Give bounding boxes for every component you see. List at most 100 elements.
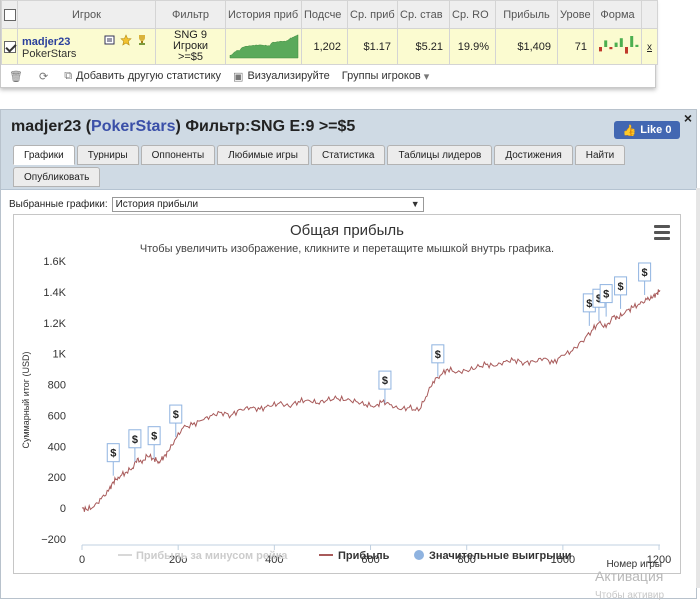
thumbs-up-icon: 👍: [622, 124, 637, 137]
remove-cell: x: [641, 28, 658, 65]
chevron-down-icon: ▼: [410, 199, 420, 209]
table-header-row: Игрок Фильтр История приб Подсче Ср. при…: [1, 0, 658, 29]
notes-icon[interactable]: [104, 34, 116, 46]
tab-tournaments[interactable]: Турниры: [76, 145, 139, 165]
trash-icon: 🗑: [9, 70, 23, 83]
header-avg-profit[interactable]: Ср. приб: [347, 0, 398, 29]
facebook-like-button[interactable]: 👍 Like 0: [614, 121, 680, 139]
avg-stake-cell: $5.21: [397, 28, 450, 65]
svg-text:$: $: [603, 289, 609, 301]
y-tick-label: 600: [48, 410, 66, 422]
trophy-icon: [139, 35, 146, 46]
count-cell: 1,202: [301, 28, 348, 65]
svg-text:$: $: [642, 267, 648, 279]
significant-win-marker: $: [431, 344, 445, 377]
chart-select[interactable]: История прибыли ▼: [111, 197, 424, 212]
row-checkbox[interactable]: [3, 40, 16, 53]
header-avg-roi[interactable]: Ср. RO: [449, 0, 496, 29]
header-form[interactable]: Форма: [593, 0, 642, 29]
chart-select-value: История прибыли: [115, 199, 199, 210]
header-level[interactable]: Урове: [557, 0, 594, 29]
svg-text:$: $: [618, 281, 624, 293]
form-cell: [593, 28, 642, 65]
sparkline-chart[interactable]: [228, 30, 300, 60]
y-tick-label: −200: [41, 534, 66, 546]
significant-win-marker: $: [169, 404, 183, 438]
legend-profit-label: Прибыль: [338, 550, 390, 562]
table-row: madjer23 PokerStars SNG 9 Игроки >=$5: [1, 28, 658, 65]
legend-wins-dot: [414, 550, 424, 560]
tab-achievements[interactable]: Достижения: [494, 145, 573, 165]
significant-win-marker: $: [638, 262, 652, 295]
trash-button[interactable]: 🗑: [9, 70, 27, 83]
profit-history-sparkline[interactable]: [225, 28, 302, 65]
header-remove: [641, 0, 658, 29]
form-bar: [608, 47, 612, 50]
header-profit-history[interactable]: История приб: [225, 0, 302, 29]
header-profit[interactable]: Прибыль: [495, 0, 558, 29]
player-groups-dropdown[interactable]: Группы игроков ▾: [342, 70, 430, 83]
significant-win-marker: $: [106, 443, 120, 476]
star-icon[interactable]: [120, 34, 132, 46]
svg-text:$: $: [382, 375, 388, 387]
add-stats-button[interactable]: ⧉ Добавить другую статистику: [64, 70, 221, 83]
y-tick-label: 1.2K: [43, 318, 66, 330]
y-tick-label: 800: [48, 380, 66, 392]
header-player[interactable]: Игрок: [17, 0, 156, 29]
row-select[interactable]: [1, 28, 18, 65]
select-all-checkbox[interactable]: [4, 8, 16, 21]
significant-win-marker: $: [599, 284, 613, 317]
tab-charts[interactable]: Графики: [13, 145, 75, 165]
form-bar: [629, 36, 633, 47]
header-count[interactable]: Подсче: [301, 0, 348, 29]
tab-favorite-games[interactable]: Любимые игры: [217, 145, 309, 165]
y-tick-label: 1.6K: [43, 256, 66, 268]
tab-leaderboards[interactable]: Таблицы лидеров: [387, 145, 493, 165]
level-cell: 71: [557, 28, 594, 65]
x-tick-label: 800: [458, 554, 476, 566]
svg-text:$: $: [151, 431, 157, 443]
form-bar: [603, 40, 607, 47]
remove-row-link[interactable]: x: [647, 41, 652, 53]
tab-find[interactable]: Найти: [574, 145, 626, 165]
legend-rake-label: Прибыль за минусом рейка: [136, 550, 288, 562]
profile-filter: Фильтр:SNG E:9 >=$5: [185, 118, 356, 135]
svg-text:$: $: [110, 448, 116, 460]
y-tick-label: 400: [48, 441, 66, 453]
y-axis-label: Суммарный итог (USD): [21, 351, 31, 448]
form-chart: [598, 36, 638, 54]
close-icon[interactable]: ×: [683, 110, 692, 126]
scrollbar[interactable]: [696, 188, 700, 588]
profile-tabs: Графики Турниры Оппоненты Любимые игры Стати…: [13, 145, 693, 189]
x-tick-label: 400: [265, 554, 283, 566]
profit-chart[interactable]: Общая прибыль Чтобы увеличить изображение…: [14, 215, 680, 573]
refresh-button[interactable]: ⟳: [39, 70, 52, 83]
legend-wins-label: Значительные выигрыши: [429, 550, 572, 562]
chart-select-row: Выбранные графики: История прибыли ▼: [9, 197, 424, 212]
player-name-link[interactable]: madjer23: [22, 35, 71, 48]
svg-text:$: $: [435, 349, 441, 361]
activation-watermark: Активация: [595, 568, 664, 584]
filter-cell: SNG 9 Игроки >=$5: [155, 28, 226, 65]
profit-cell: $1,409: [495, 28, 558, 65]
header-filter[interactable]: Фильтр: [155, 0, 226, 29]
header-avg-stake[interactable]: Ср. став: [397, 0, 450, 29]
form-bar: [624, 47, 628, 54]
profile-player-name: madjer23: [11, 118, 82, 135]
avg-profit-cell: $1.17: [347, 28, 398, 65]
chart-subtitle: Чтобы увеличить изображение, кликните и …: [140, 243, 554, 255]
visualize-button[interactable]: ▣ Визуализируйте: [233, 70, 330, 83]
tab-publish[interactable]: Опубликовать: [13, 167, 101, 187]
stats-toolbar: 🗑 ⟳ ⧉ Добавить другую статистику ▣ Визуали…: [1, 65, 655, 87]
chart-menu-icon[interactable]: [654, 225, 670, 243]
chart-container[interactable]: Общая прибыль Чтобы увеличить изображение…: [13, 214, 681, 574]
profile-room-name[interactable]: PokerStars: [91, 118, 176, 135]
x-axis-label: Номер игры: [606, 559, 662, 570]
header-select-all[interactable]: [1, 0, 18, 29]
x-tick-label: 1000: [551, 554, 575, 566]
tab-opponents[interactable]: Оппоненты: [140, 145, 216, 165]
tab-statistics[interactable]: Статистика: [310, 145, 386, 165]
profile-window: madjer23 (PokerStars) Фильтр:SNG E:9 >=$…: [0, 109, 697, 599]
significant-win-marker: $: [614, 276, 628, 309]
x-tick-label: 200: [169, 554, 187, 566]
